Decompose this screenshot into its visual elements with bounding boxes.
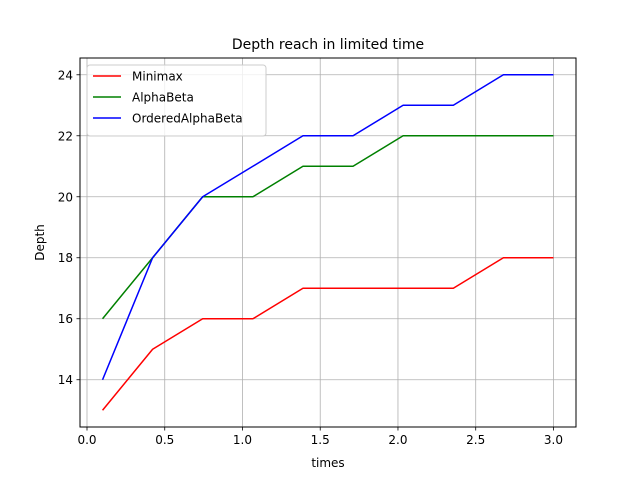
series-line-minimax	[101, 257, 554, 411]
y-tick-label: 22	[58, 129, 73, 143]
y-tick-label: 18	[58, 251, 73, 265]
series-lines	[101, 74, 554, 411]
legend-label: Minimax	[132, 70, 183, 84]
axis-ticks: 0.0 0.5 1.0 1.5 2.0 2.5 3.0 14 16 18 20 22 24	[58, 68, 563, 447]
y-tick-label: 24	[58, 68, 73, 82]
y-axis-label: Depth	[33, 224, 47, 261]
legend-label: AlphaBeta	[132, 91, 194, 105]
legend-label: OrderedAlphaBeta	[132, 112, 243, 126]
chart-title: Depth reach in limited time	[232, 37, 424, 53]
series-line-orderedalphabeta	[101, 74, 554, 381]
x-axis-label: times	[311, 456, 344, 470]
x-tick-label: 1.0	[233, 433, 252, 447]
legend: Minimax AlphaBeta OrderedAlphaBeta	[86, 64, 267, 137]
x-tick-label: 3.0	[544, 433, 563, 447]
x-tick-label: 2.5	[466, 433, 485, 447]
x-tick-label: 2.0	[388, 433, 407, 447]
x-tick-label: 0.5	[155, 433, 174, 447]
x-tick-label: 1.5	[311, 433, 330, 447]
x-tick-label: 0.0	[77, 433, 96, 447]
plot-frame	[79, 57, 577, 428]
y-tick-label: 20	[58, 190, 73, 204]
legend-box	[86, 64, 267, 137]
y-tick-label: 14	[58, 373, 73, 387]
y-tick-label: 16	[58, 312, 73, 326]
